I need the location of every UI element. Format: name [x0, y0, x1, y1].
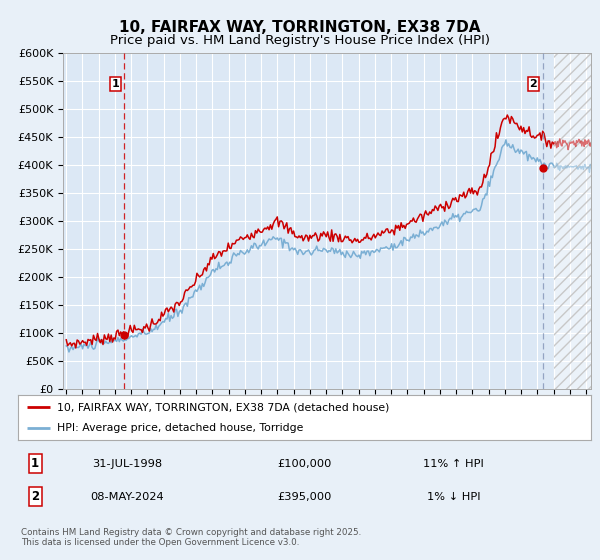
Text: £395,000: £395,000: [277, 492, 332, 502]
Text: 08-MAY-2024: 08-MAY-2024: [90, 492, 164, 502]
Text: 10, FAIRFAX WAY, TORRINGTON, EX38 7DA: 10, FAIRFAX WAY, TORRINGTON, EX38 7DA: [119, 20, 481, 35]
Text: Contains HM Land Registry data © Crown copyright and database right 2025.
This d: Contains HM Land Registry data © Crown c…: [21, 528, 361, 547]
Text: 1% ↓ HPI: 1% ↓ HPI: [427, 492, 480, 502]
Bar: [554, 53, 594, 389]
Text: 2: 2: [530, 79, 538, 89]
Text: 11% ↑ HPI: 11% ↑ HPI: [423, 459, 484, 469]
Text: 31-JUL-1998: 31-JUL-1998: [92, 459, 162, 469]
Text: Price paid vs. HM Land Registry's House Price Index (HPI): Price paid vs. HM Land Registry's House …: [110, 34, 490, 46]
Text: 1: 1: [112, 79, 119, 89]
Text: 10, FAIRFAX WAY, TORRINGTON, EX38 7DA (detached house): 10, FAIRFAX WAY, TORRINGTON, EX38 7DA (d…: [57, 402, 389, 412]
Text: £100,000: £100,000: [277, 459, 332, 469]
Text: 1: 1: [31, 457, 39, 470]
Bar: [554, 53, 594, 389]
Text: HPI: Average price, detached house, Torridge: HPI: Average price, detached house, Torr…: [57, 423, 304, 433]
Text: 2: 2: [31, 490, 39, 503]
